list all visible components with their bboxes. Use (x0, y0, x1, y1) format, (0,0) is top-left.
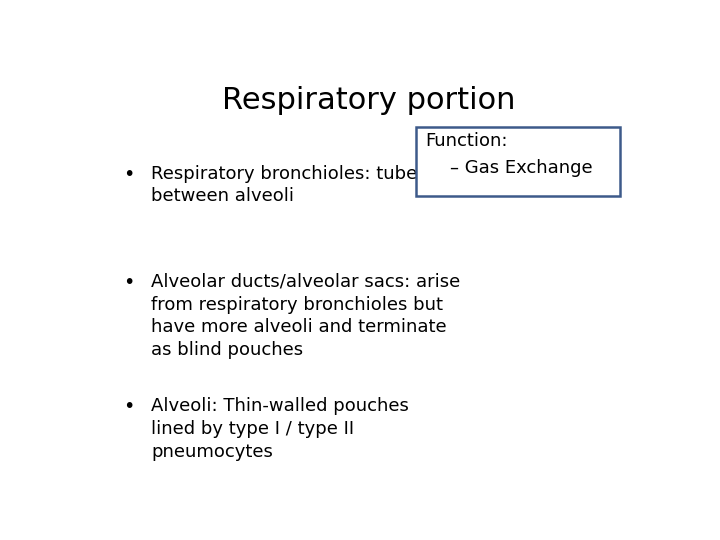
Text: •: • (124, 273, 135, 292)
Text: Alveoli: Thin-walled pouches
lined by type I / type II
pneumocytes: Alveoli: Thin-walled pouches lined by ty… (151, 397, 409, 461)
FancyBboxPatch shape (416, 127, 620, 196)
Text: Alveolar ducts/alveolar sacs: arise
from respiratory bronchioles but
have more a: Alveolar ducts/alveolar sacs: arise from… (151, 273, 461, 360)
Text: Respiratory portion: Respiratory portion (222, 85, 516, 114)
Text: Function:: Function: (425, 132, 508, 150)
Text: •: • (124, 165, 135, 184)
Text: •: • (124, 397, 135, 416)
Text: Respiratory bronchioles: tubes
between alveoli: Respiratory bronchioles: tubes between a… (151, 165, 427, 206)
Text: – Gas Exchange: – Gas Exchange (450, 159, 593, 177)
